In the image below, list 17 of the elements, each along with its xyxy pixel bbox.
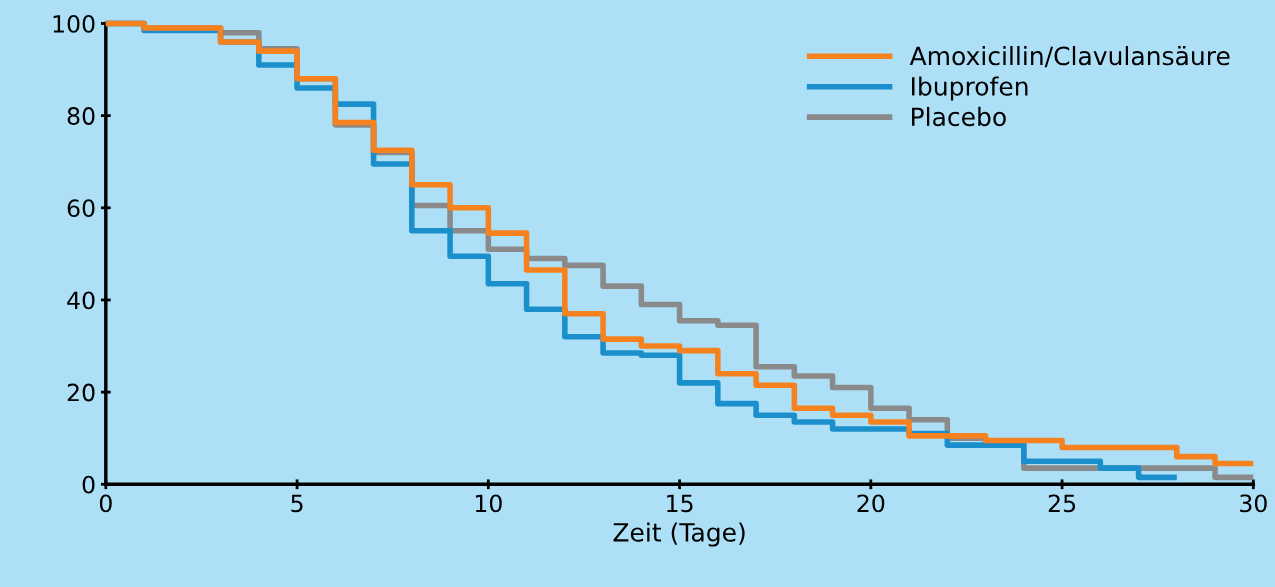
x-tick-label: 30 [1240, 494, 1267, 513]
x-tick-label: 5 [291, 494, 303, 513]
x-tick-label: 20 [857, 494, 885, 513]
y-tick-label: 20 [67, 383, 95, 402]
x-tick-label: 25 [1048, 494, 1076, 513]
x-tick-label: 0 [99, 494, 112, 513]
legend-label: Amoxicillin/Clavulansäure [909, 45, 1230, 68]
x-axis-title: Zeit (Tage) [613, 522, 745, 547]
legend-label: Ibuprofen [912, 76, 1028, 101]
y-tick-label: 100 [53, 14, 95, 33]
y-tick-label: 60 [67, 199, 95, 218]
y-tick-label: 40 [67, 291, 95, 310]
legend-label: Placebo [912, 106, 1006, 127]
y-tick-label: 0 [82, 475, 95, 494]
x-tick-label: 10 [475, 494, 502, 513]
y-tick-label: 80 [67, 107, 95, 125]
x-tick-label: 15 [667, 494, 693, 513]
